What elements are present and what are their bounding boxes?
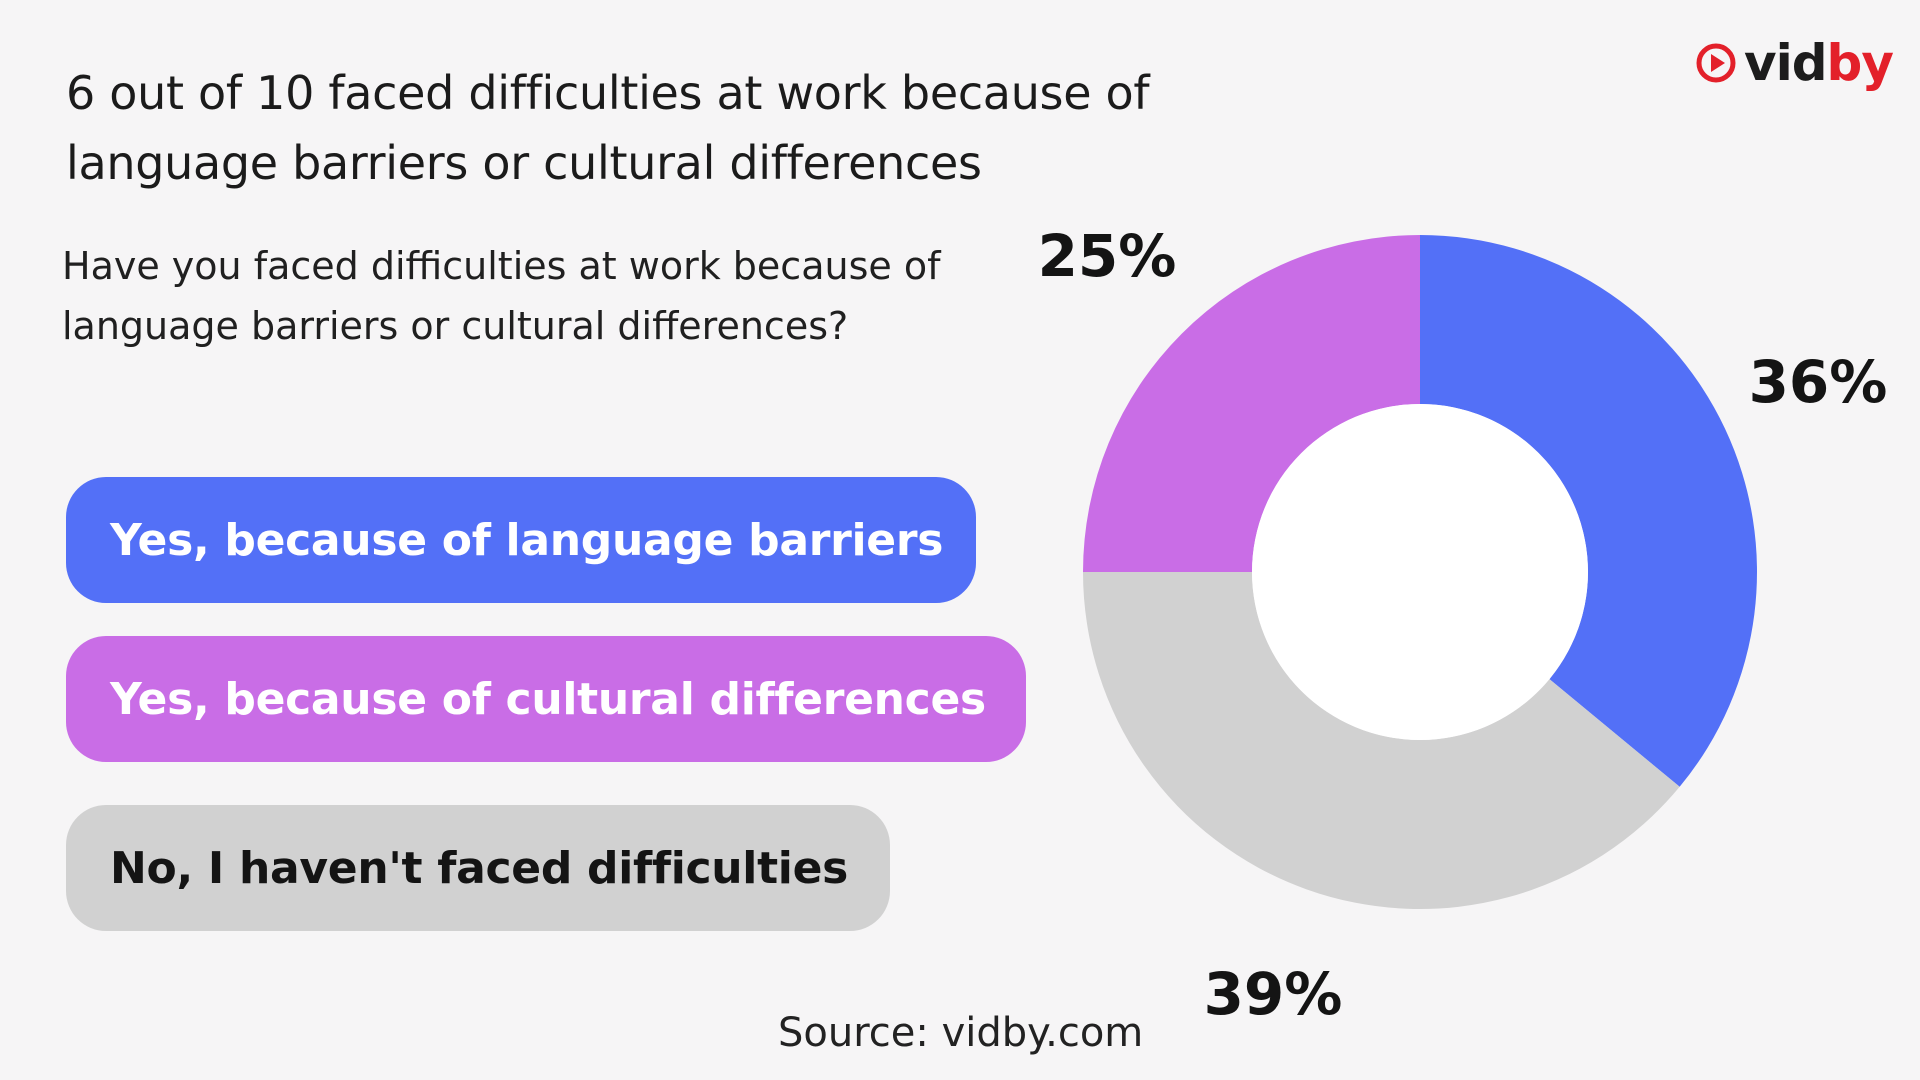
logo-text-by: by (1826, 34, 1894, 92)
logo-text: vidby (1744, 33, 1894, 93)
slice-no-difficulties (1083, 572, 1680, 910)
legend-label: No, I haven't faced difficulties (110, 842, 849, 894)
legend-label: Yes, because of language barriers (110, 514, 944, 566)
legend-label: Yes, because of cultural differences (110, 673, 986, 725)
slice-language-barriers (1420, 235, 1757, 787)
legend-item-cultural-differences: Yes, because of cultural differences (66, 636, 1026, 762)
label-language-barriers: 36% (1749, 348, 1888, 416)
donut-hole (1252, 404, 1588, 740)
survey-question: Have you faced difficulties at work beca… (62, 244, 941, 348)
label-no-difficulties: 39% (1204, 960, 1343, 1028)
legend-item-no-difficulties: No, I haven't faced difficulties (66, 805, 890, 931)
play-circle-icon (1696, 43, 1736, 83)
legend-item-language-barriers: Yes, because of language barriers (66, 477, 976, 603)
page-title: 6 out of 10 faced difficulties at work b… (66, 66, 1150, 190)
vidby-logo: vidby (1694, 28, 1894, 98)
logo-text-vid: vid (1744, 34, 1828, 92)
source-note: Source: vidby.com (778, 1010, 1144, 1056)
label-cultural-differences: 25% (1038, 222, 1177, 290)
slice-cultural-differences (1083, 235, 1420, 572)
